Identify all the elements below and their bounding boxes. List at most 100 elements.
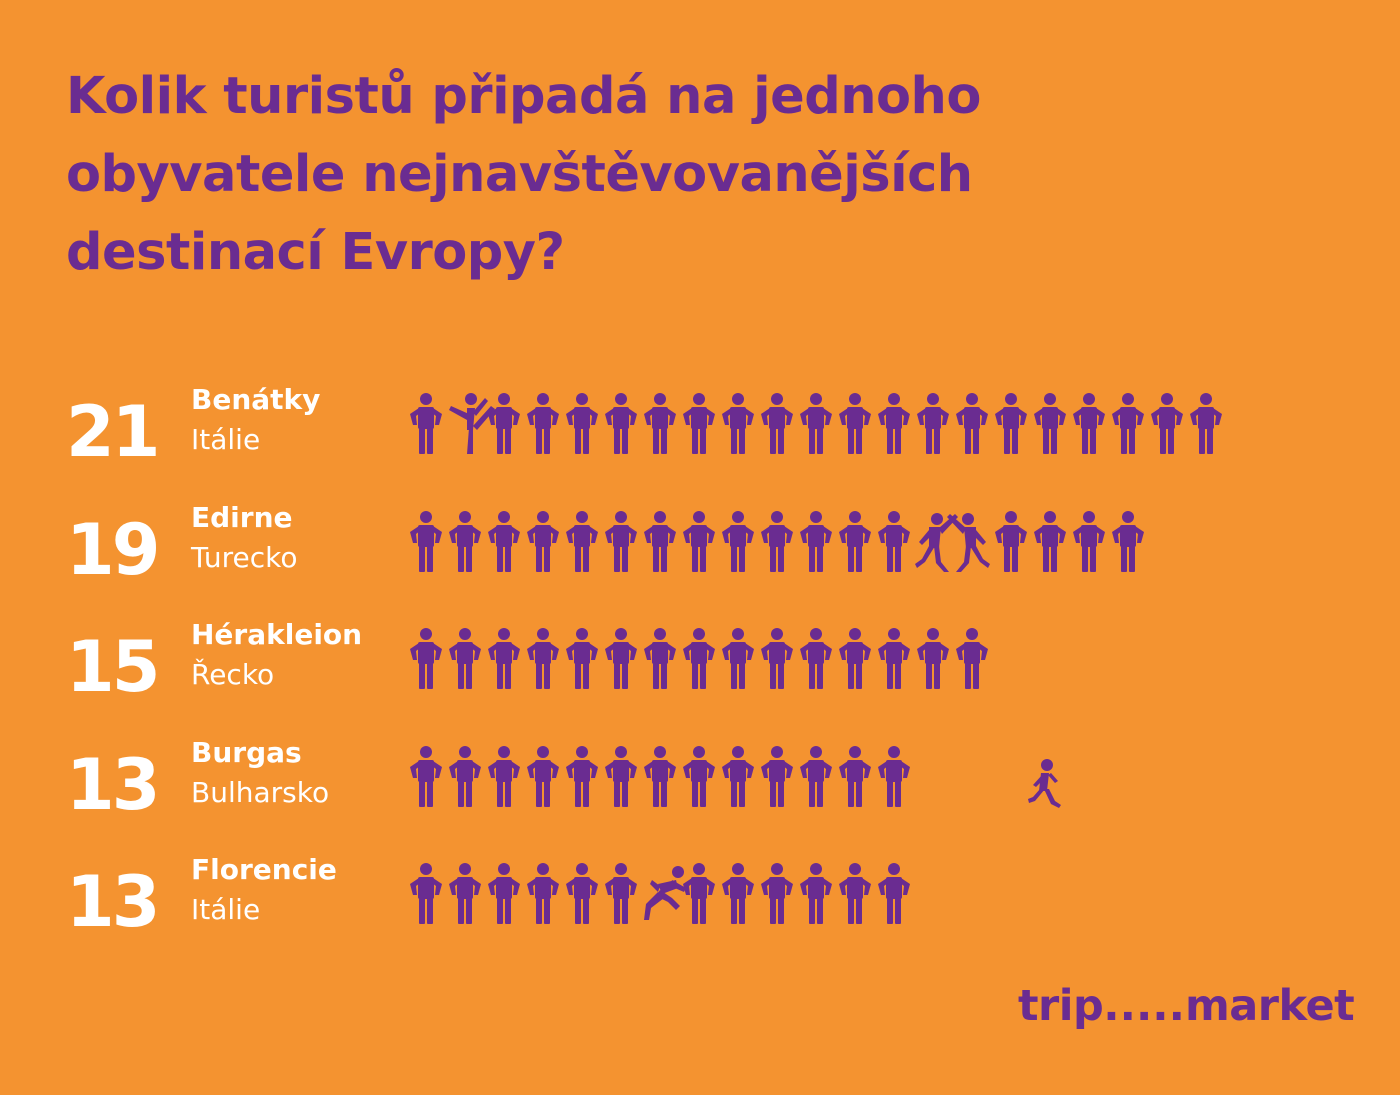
dancing-person-icon xyxy=(915,513,958,572)
person-icon xyxy=(1190,393,1222,454)
person-icon xyxy=(800,393,832,454)
person-icon xyxy=(761,511,793,572)
person-icon xyxy=(683,863,715,924)
person-icon xyxy=(722,746,754,807)
person-icon xyxy=(410,863,442,924)
person-icon xyxy=(566,746,598,807)
person-icon xyxy=(410,393,442,454)
brand-logo: trip.....market xyxy=(1018,978,1355,1034)
row-value: 21 xyxy=(66,391,160,473)
person-icon xyxy=(644,393,676,454)
person-icon xyxy=(605,863,637,924)
person-icon xyxy=(722,628,754,689)
person-icon xyxy=(683,511,715,572)
row-country: Itálie xyxy=(191,893,261,926)
logo-right: market xyxy=(1184,981,1355,1031)
person-icon xyxy=(917,628,949,689)
row-country: Itálie xyxy=(191,423,261,456)
page-title: Kolik turistů připadá na jednoho obyvate… xyxy=(66,58,1266,292)
chart-row-burgas: 13 Burgas Bulharsko xyxy=(0,736,1400,845)
person-icon xyxy=(917,393,949,454)
person-icon xyxy=(761,863,793,924)
person-icon xyxy=(995,511,1027,572)
person-icon xyxy=(839,746,871,807)
logo-left: trip xyxy=(1018,981,1104,1031)
row-country: Řecko xyxy=(191,658,275,691)
person-icon xyxy=(644,628,676,689)
person-icon xyxy=(644,511,676,572)
person-icon xyxy=(410,511,442,572)
person-icon xyxy=(449,511,481,572)
person-icon xyxy=(449,863,481,924)
dancing-person-icon xyxy=(947,513,990,572)
person-icon xyxy=(1151,393,1183,454)
people-pictogram xyxy=(410,511,1144,572)
person-icon xyxy=(410,746,442,807)
title-line-1: Kolik turistů připadá na jednoho xyxy=(66,67,981,126)
title-line-2: obyvatele nejnavštěvovanějších xyxy=(66,145,973,204)
person-icon xyxy=(1112,393,1144,454)
person-icon xyxy=(527,511,559,572)
person-icon xyxy=(839,863,871,924)
person-icon xyxy=(800,746,832,807)
row-city: Benátky xyxy=(191,383,321,416)
person-icon xyxy=(956,628,988,689)
chart-row-florencie: 13 Florencie Itálie xyxy=(0,853,1400,962)
person-icon xyxy=(995,393,1027,454)
title-line-3: destinací Evropy? xyxy=(66,223,565,282)
person-icon xyxy=(878,511,910,572)
person-icon xyxy=(1034,511,1066,572)
person-icon xyxy=(605,628,637,689)
row-city: Burgas xyxy=(191,736,302,769)
kicking-person-icon xyxy=(449,393,495,454)
person-icon xyxy=(605,746,637,807)
row-value: 13 xyxy=(66,861,160,943)
person-icon xyxy=(527,393,559,454)
row-city: Edirne xyxy=(191,501,293,534)
person-icon xyxy=(449,746,481,807)
person-icon xyxy=(1112,511,1144,572)
person-icon xyxy=(1073,393,1105,454)
person-icon xyxy=(683,393,715,454)
person-icon xyxy=(488,511,520,572)
person-icon xyxy=(605,511,637,572)
person-icon xyxy=(527,863,559,924)
person-icon xyxy=(722,511,754,572)
row-city: Hérakleion xyxy=(191,618,363,651)
person-icon xyxy=(644,746,676,807)
person-icon xyxy=(683,746,715,807)
person-icon xyxy=(449,628,481,689)
person-icon xyxy=(839,628,871,689)
person-icon xyxy=(488,393,520,454)
person-icon xyxy=(722,863,754,924)
person-icon xyxy=(800,863,832,924)
person-icon xyxy=(566,863,598,924)
row-country: Turecko xyxy=(191,541,298,574)
person-icon xyxy=(839,393,871,454)
chart-row-benatky: 21 Benátky Itálie xyxy=(0,383,1400,492)
person-icon xyxy=(410,628,442,689)
people-pictogram xyxy=(410,746,1061,808)
people-pictogram xyxy=(410,863,910,924)
row-city: Florencie xyxy=(191,853,337,886)
person-icon xyxy=(800,511,832,572)
person-icon xyxy=(488,628,520,689)
walking-person-icon xyxy=(1028,759,1061,808)
person-icon xyxy=(878,863,910,924)
person-icon xyxy=(1034,393,1066,454)
person-icon xyxy=(488,863,520,924)
person-icon xyxy=(488,746,520,807)
person-icon xyxy=(761,746,793,807)
person-icon xyxy=(878,746,910,807)
person-icon xyxy=(566,511,598,572)
chart-row-herakleion: 15 Hérakleion Řecko xyxy=(0,618,1400,727)
row-value: 19 xyxy=(66,509,160,591)
chart-row-edirne: 19 Edirne Turecko xyxy=(0,501,1400,610)
people-pictogram xyxy=(410,393,1222,454)
person-icon xyxy=(566,628,598,689)
row-value: 15 xyxy=(66,626,160,708)
person-icon xyxy=(761,628,793,689)
person-icon xyxy=(605,393,637,454)
person-icon xyxy=(956,393,988,454)
person-icon xyxy=(527,628,559,689)
